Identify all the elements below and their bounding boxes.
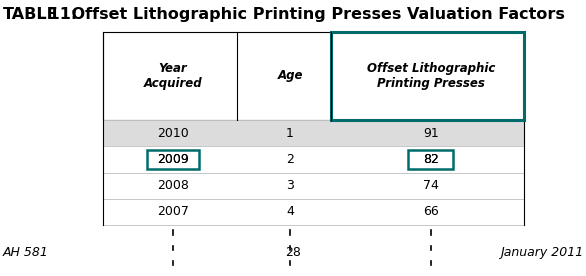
- Text: 2007: 2007: [157, 205, 189, 218]
- Text: AH 581: AH 581: [3, 246, 49, 259]
- Text: 2010: 2010: [157, 127, 189, 140]
- Text: Year
Acquired: Year Acquired: [144, 62, 202, 90]
- Text: 28: 28: [285, 246, 301, 259]
- Text: Offset Lithographic Printing Presses Valuation Factors: Offset Lithographic Printing Presses Val…: [66, 7, 565, 22]
- Text: 2009: 2009: [157, 153, 189, 166]
- Text: Age: Age: [277, 69, 303, 83]
- Text: 82: 82: [423, 153, 439, 166]
- Text: 4: 4: [286, 205, 294, 218]
- Bar: [103, 120, 524, 146]
- Text: Offset Lithographic
Printing Presses: Offset Lithographic Printing Presses: [366, 62, 495, 90]
- Text: TABLE: TABLE: [3, 7, 59, 22]
- Bar: [408, 150, 453, 169]
- Text: 11:: 11:: [43, 7, 77, 22]
- Text: 2: 2: [286, 153, 294, 166]
- Text: January 2011: January 2011: [500, 246, 583, 259]
- Bar: [146, 150, 199, 169]
- Text: 1: 1: [286, 127, 294, 140]
- Text: 91: 91: [423, 127, 438, 140]
- Text: 2008: 2008: [157, 179, 189, 192]
- Text: 3: 3: [286, 179, 294, 192]
- Text: 82: 82: [423, 153, 439, 166]
- Text: 2009: 2009: [157, 153, 189, 166]
- Text: 74: 74: [423, 179, 439, 192]
- Text: 66: 66: [423, 205, 438, 218]
